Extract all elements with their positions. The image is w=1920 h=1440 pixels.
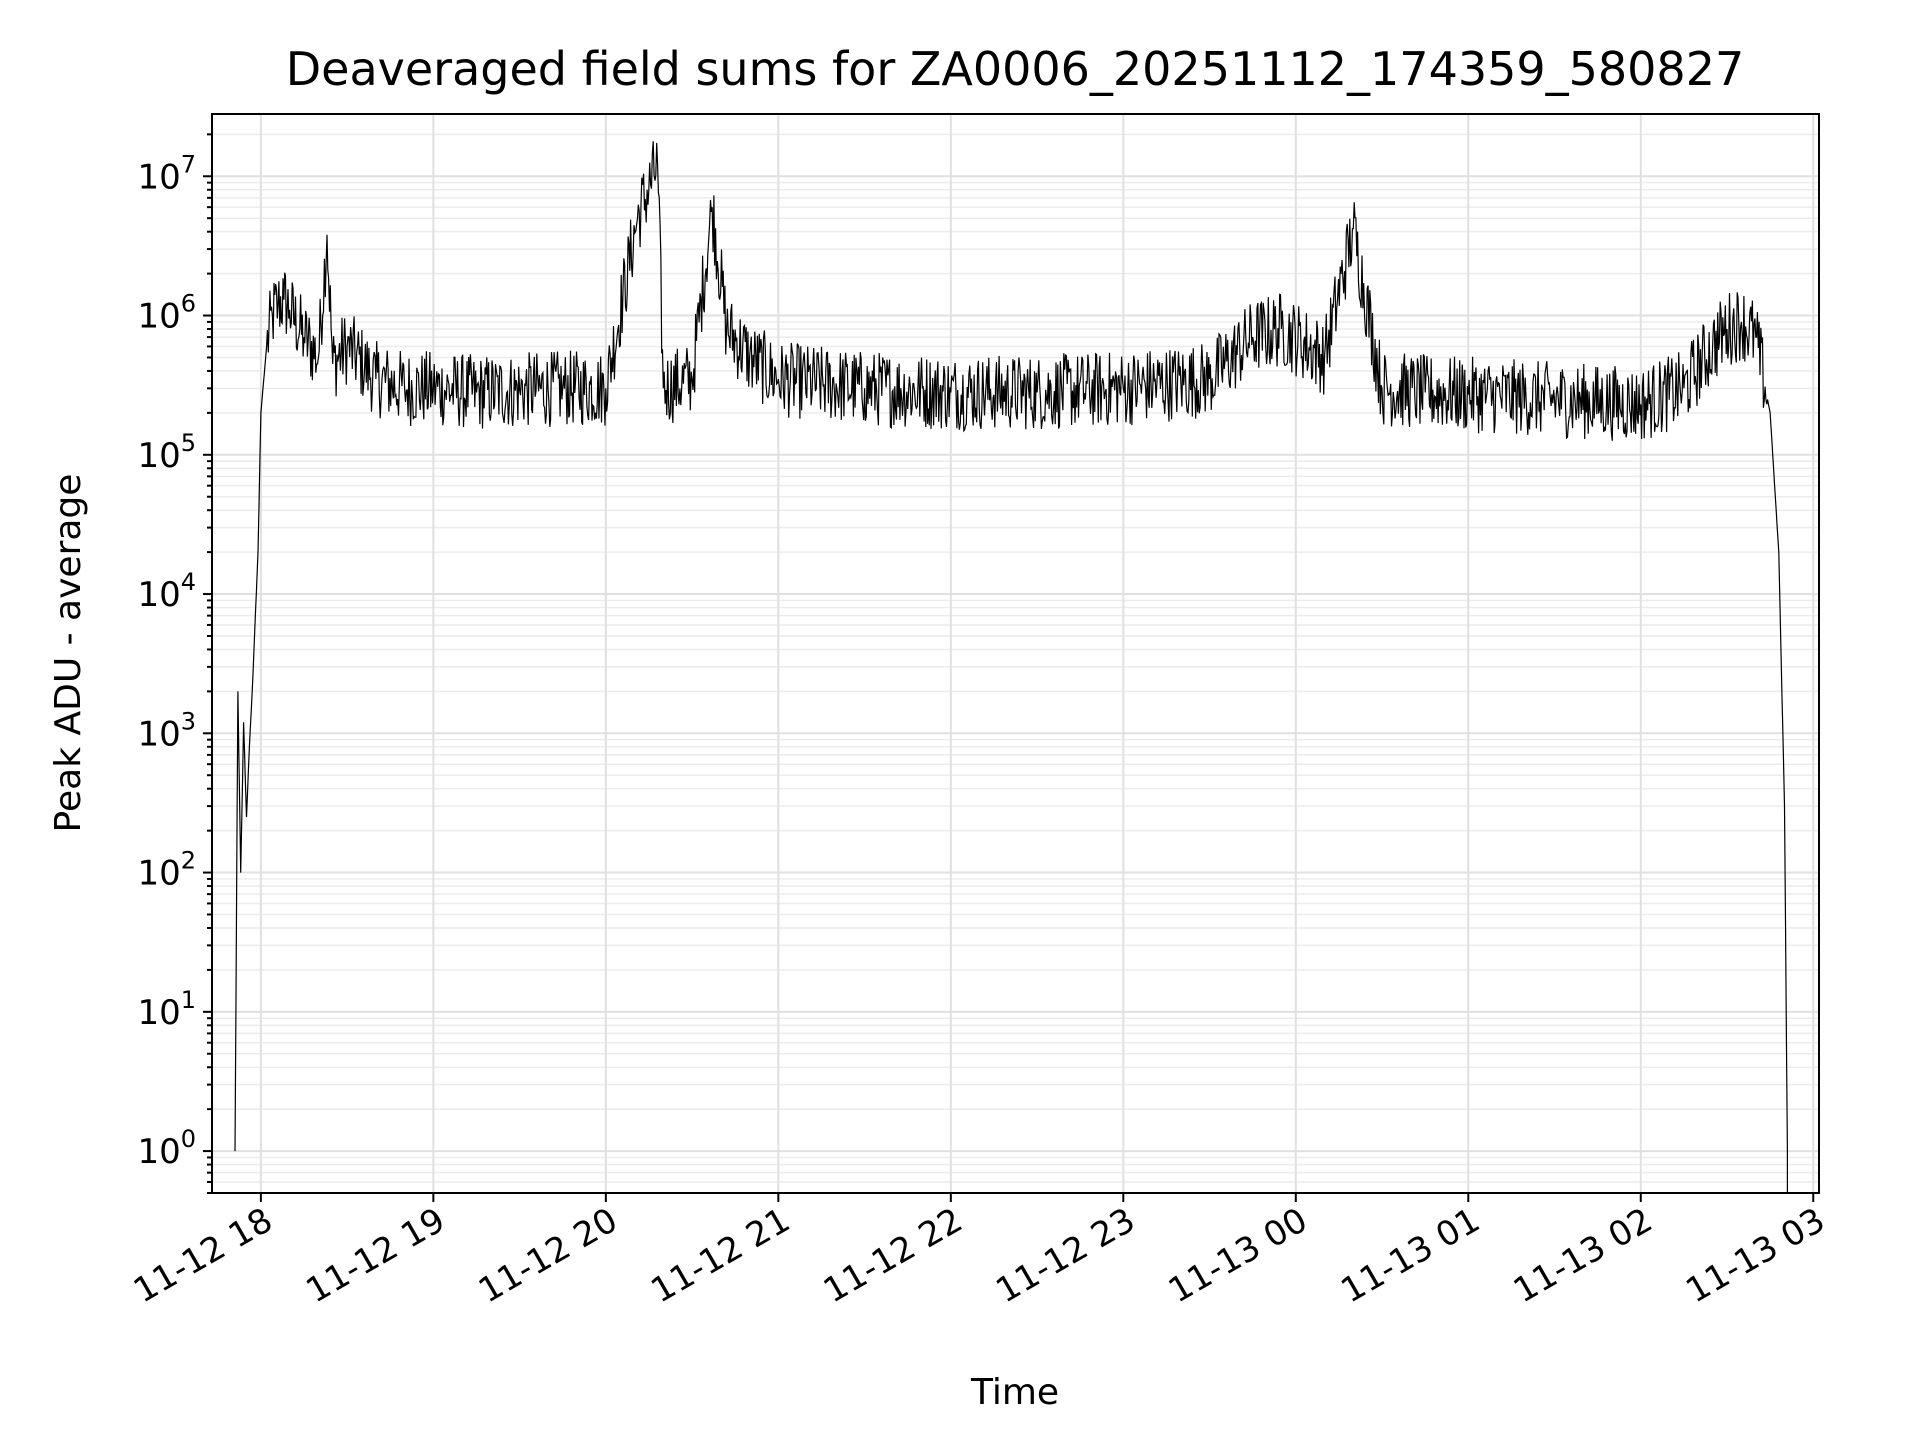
- y-tick-label: 106: [137, 290, 196, 337]
- grid: [212, 114, 1819, 1194]
- y-tick-label: 107: [137, 150, 196, 197]
- y-tick-label: 103: [137, 707, 196, 754]
- y-axis-label: Peak ADU - average: [48, 474, 89, 833]
- y-tick-label: 102: [137, 847, 196, 894]
- y-tick-label: 104: [137, 568, 196, 615]
- chart-title: Deaveraged field sums for ZA0006_2025111…: [286, 42, 1745, 96]
- x-axis-label: Time: [970, 1372, 1059, 1413]
- plot-frame: [211, 113, 1820, 1194]
- series: [234, 141, 1788, 1193]
- y-tick-label: 105: [137, 429, 196, 476]
- series-line: [234, 141, 1788, 1193]
- y-tick-label: 100: [137, 1125, 196, 1172]
- y-tick-label: 101: [137, 986, 196, 1033]
- y-axis: 100 101 102 103 104 105 106 107: [137, 133, 212, 1194]
